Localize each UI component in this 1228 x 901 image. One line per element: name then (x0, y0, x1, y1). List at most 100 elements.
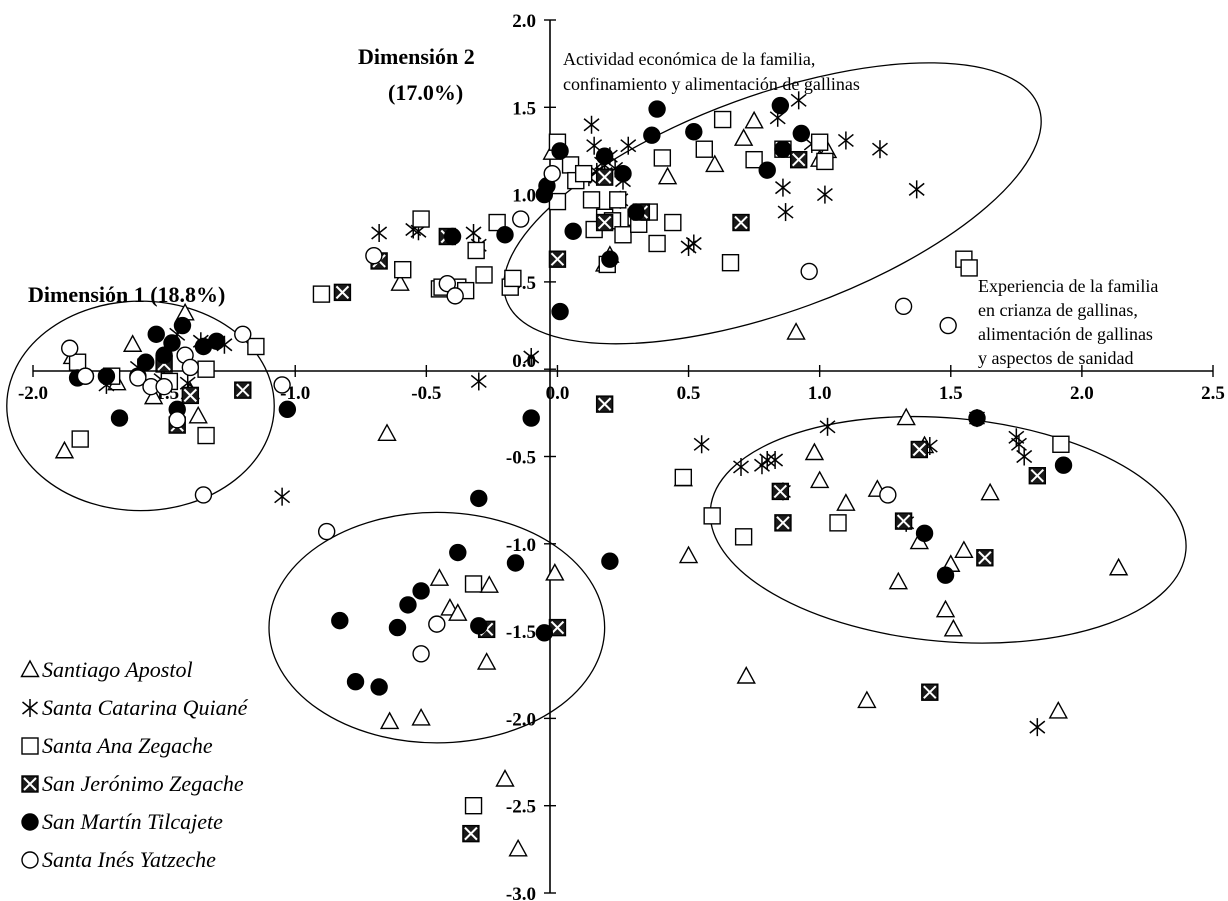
legend: Santiago Apostol Santa Catarina Quiané San… (20, 657, 249, 872)
data-point-circle-filled (506, 554, 525, 572)
data-point-circle-open (438, 274, 457, 293)
data-point-square (703, 507, 721, 525)
data-point-circle-filled (601, 250, 619, 268)
y-tick-label: -0.5 (506, 448, 536, 469)
data-point-triangle (143, 386, 164, 405)
data-point-circle-filled (936, 566, 955, 584)
legend-item: Santa Catarina Quiané (22, 695, 249, 720)
data-point-circle-open (879, 486, 897, 504)
data-point-triangle (954, 540, 974, 558)
x-tick-label: 2.0 (1070, 383, 1094, 404)
dimension-2-label-line1: Dimensión 2 (358, 44, 475, 69)
data-point-circle-filled (173, 316, 192, 335)
y-tick-label: -3.0 (506, 884, 536, 901)
data-point-asterisk (908, 180, 925, 199)
data-point-triangle (786, 322, 806, 340)
data-point-triangle (377, 423, 397, 442)
data-point-square-x (921, 683, 939, 701)
data-point-asterisk (1029, 718, 1046, 737)
data-point-square (1052, 435, 1070, 453)
data-point-circle-open (234, 325, 252, 343)
data-point-asterisk (1016, 447, 1033, 466)
data-point-triangle (736, 666, 756, 684)
data-point-triangle (476, 652, 497, 670)
annotation-right-line1: Experiencia de la familia (978, 276, 1158, 296)
data-point-square (504, 269, 522, 288)
data-point-square (312, 285, 331, 303)
data-point-circle-filled (522, 409, 540, 427)
data-point-square (412, 210, 430, 228)
data-point-triangle (1108, 557, 1129, 576)
x-tick-label: 0.5 (677, 383, 701, 404)
data-point-square-x (732, 213, 750, 232)
data-point-asterisk (583, 115, 600, 134)
data-point-square (247, 337, 265, 356)
data-point-triangle (657, 166, 678, 185)
data-point-triangle (379, 711, 400, 730)
data-point-square (648, 234, 666, 253)
data-point-circle-open (894, 297, 913, 316)
legend-marker-square-x (21, 775, 39, 793)
data-point-triangle (733, 128, 754, 146)
data-point-square-x (1028, 467, 1047, 485)
data-point-circle-filled (774, 140, 792, 158)
y-tick-label: 1.0 (512, 186, 536, 207)
data-point-square-x (595, 395, 614, 413)
data-point-square (197, 426, 215, 445)
data-point-square (653, 149, 672, 167)
data-point-square (464, 575, 483, 593)
dimension-1-label: Dimensión 1 (18.8%) (28, 282, 225, 307)
annotation-right-line4: y aspectos de sanidad (978, 348, 1133, 368)
data-point-circle-filled (648, 100, 666, 118)
data-point-asterisk (693, 435, 710, 454)
data-point-circle-open (317, 522, 336, 541)
series-4 (155, 150, 1047, 843)
data-point-circle-open (543, 164, 561, 183)
data-point-circle-filled (792, 124, 811, 143)
data-point-circle-open (412, 645, 430, 663)
data-point-triangle (943, 618, 964, 637)
x-tick-label: 0.0 (546, 383, 570, 404)
data-point-square-x (548, 618, 567, 637)
data-point-square-x (774, 514, 792, 532)
data-point-square-x (234, 381, 252, 399)
data-point-circle-filled (551, 302, 569, 321)
y-tick-label: -1.5 (506, 622, 536, 643)
data-point-asterisk (837, 131, 854, 150)
series-1 (54, 110, 1129, 857)
data-point-circle-filled (627, 203, 645, 221)
data-point-circle-filled (496, 226, 514, 244)
data-point-circle-open (168, 411, 186, 429)
data-point-square-x (181, 386, 200, 405)
data-point-triangle (809, 470, 830, 489)
data-point-square (745, 150, 763, 169)
data-point-circle-filled (155, 346, 173, 364)
x-tick-label: 2.5 (1201, 383, 1225, 404)
cluster-ellipse-2 (6, 300, 275, 512)
data-point-triangle (54, 440, 75, 459)
data-point-circle-filled (137, 353, 155, 371)
data-point-circle-filled (412, 582, 430, 600)
data-point-square-x (976, 549, 994, 567)
legend-label: San Martín Tilcajete (42, 809, 223, 834)
data-point-square (674, 468, 693, 487)
data-point-circle-filled (614, 164, 632, 183)
x-tick-label: 1.0 (808, 383, 832, 404)
data-point-circle-open (76, 367, 95, 385)
data-point-square-x (548, 250, 567, 268)
data-point-square (609, 191, 627, 209)
data-point-square-x (771, 482, 790, 501)
x-tick-label: -2.0 (18, 383, 48, 404)
data-point-triangle (479, 575, 499, 593)
data-point-triangle (857, 690, 877, 709)
data-point-triangle (678, 545, 699, 564)
data-point-asterisk (819, 417, 836, 436)
annotation-top-line1: Actividad económica de la familia, (563, 49, 815, 69)
data-point-circle-filled (551, 142, 569, 160)
data-point-square (574, 164, 593, 183)
data-point-circle-filled (564, 222, 582, 240)
data-point-asterisk (774, 178, 791, 197)
data-point-circle-filled (370, 678, 388, 696)
legend-marker-circle-open (21, 851, 39, 869)
